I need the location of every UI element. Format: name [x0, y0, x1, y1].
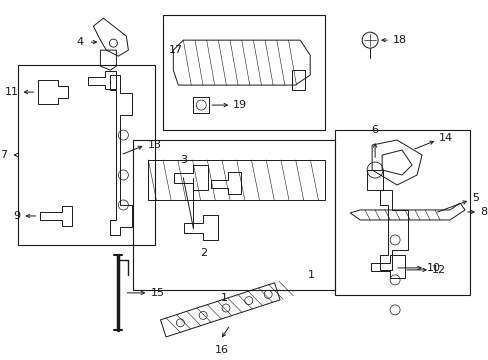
Text: 2: 2	[199, 248, 206, 258]
Text: 16: 16	[215, 345, 229, 355]
Text: 17: 17	[168, 45, 182, 55]
Text: 4: 4	[76, 37, 83, 47]
Text: 19: 19	[233, 100, 247, 110]
Text: 18: 18	[392, 35, 407, 45]
Text: 7: 7	[0, 150, 7, 160]
Text: 1: 1	[220, 293, 227, 303]
Text: 10: 10	[426, 263, 440, 273]
Text: 9: 9	[13, 211, 20, 221]
Text: 13: 13	[147, 140, 161, 150]
Text: 1: 1	[307, 270, 315, 280]
Text: 8: 8	[479, 207, 486, 217]
Bar	[334, 130, 469, 295]
Text: 3: 3	[180, 155, 186, 165]
Bar	[163, 15, 325, 130]
Text: 14: 14	[438, 133, 452, 143]
Text: 15: 15	[150, 288, 164, 298]
Text: 12: 12	[431, 265, 445, 275]
Text: 5: 5	[471, 193, 478, 203]
Bar	[19, 65, 155, 245]
Bar	[133, 140, 334, 290]
Text: 6: 6	[371, 125, 378, 135]
Text: 11: 11	[4, 87, 19, 97]
